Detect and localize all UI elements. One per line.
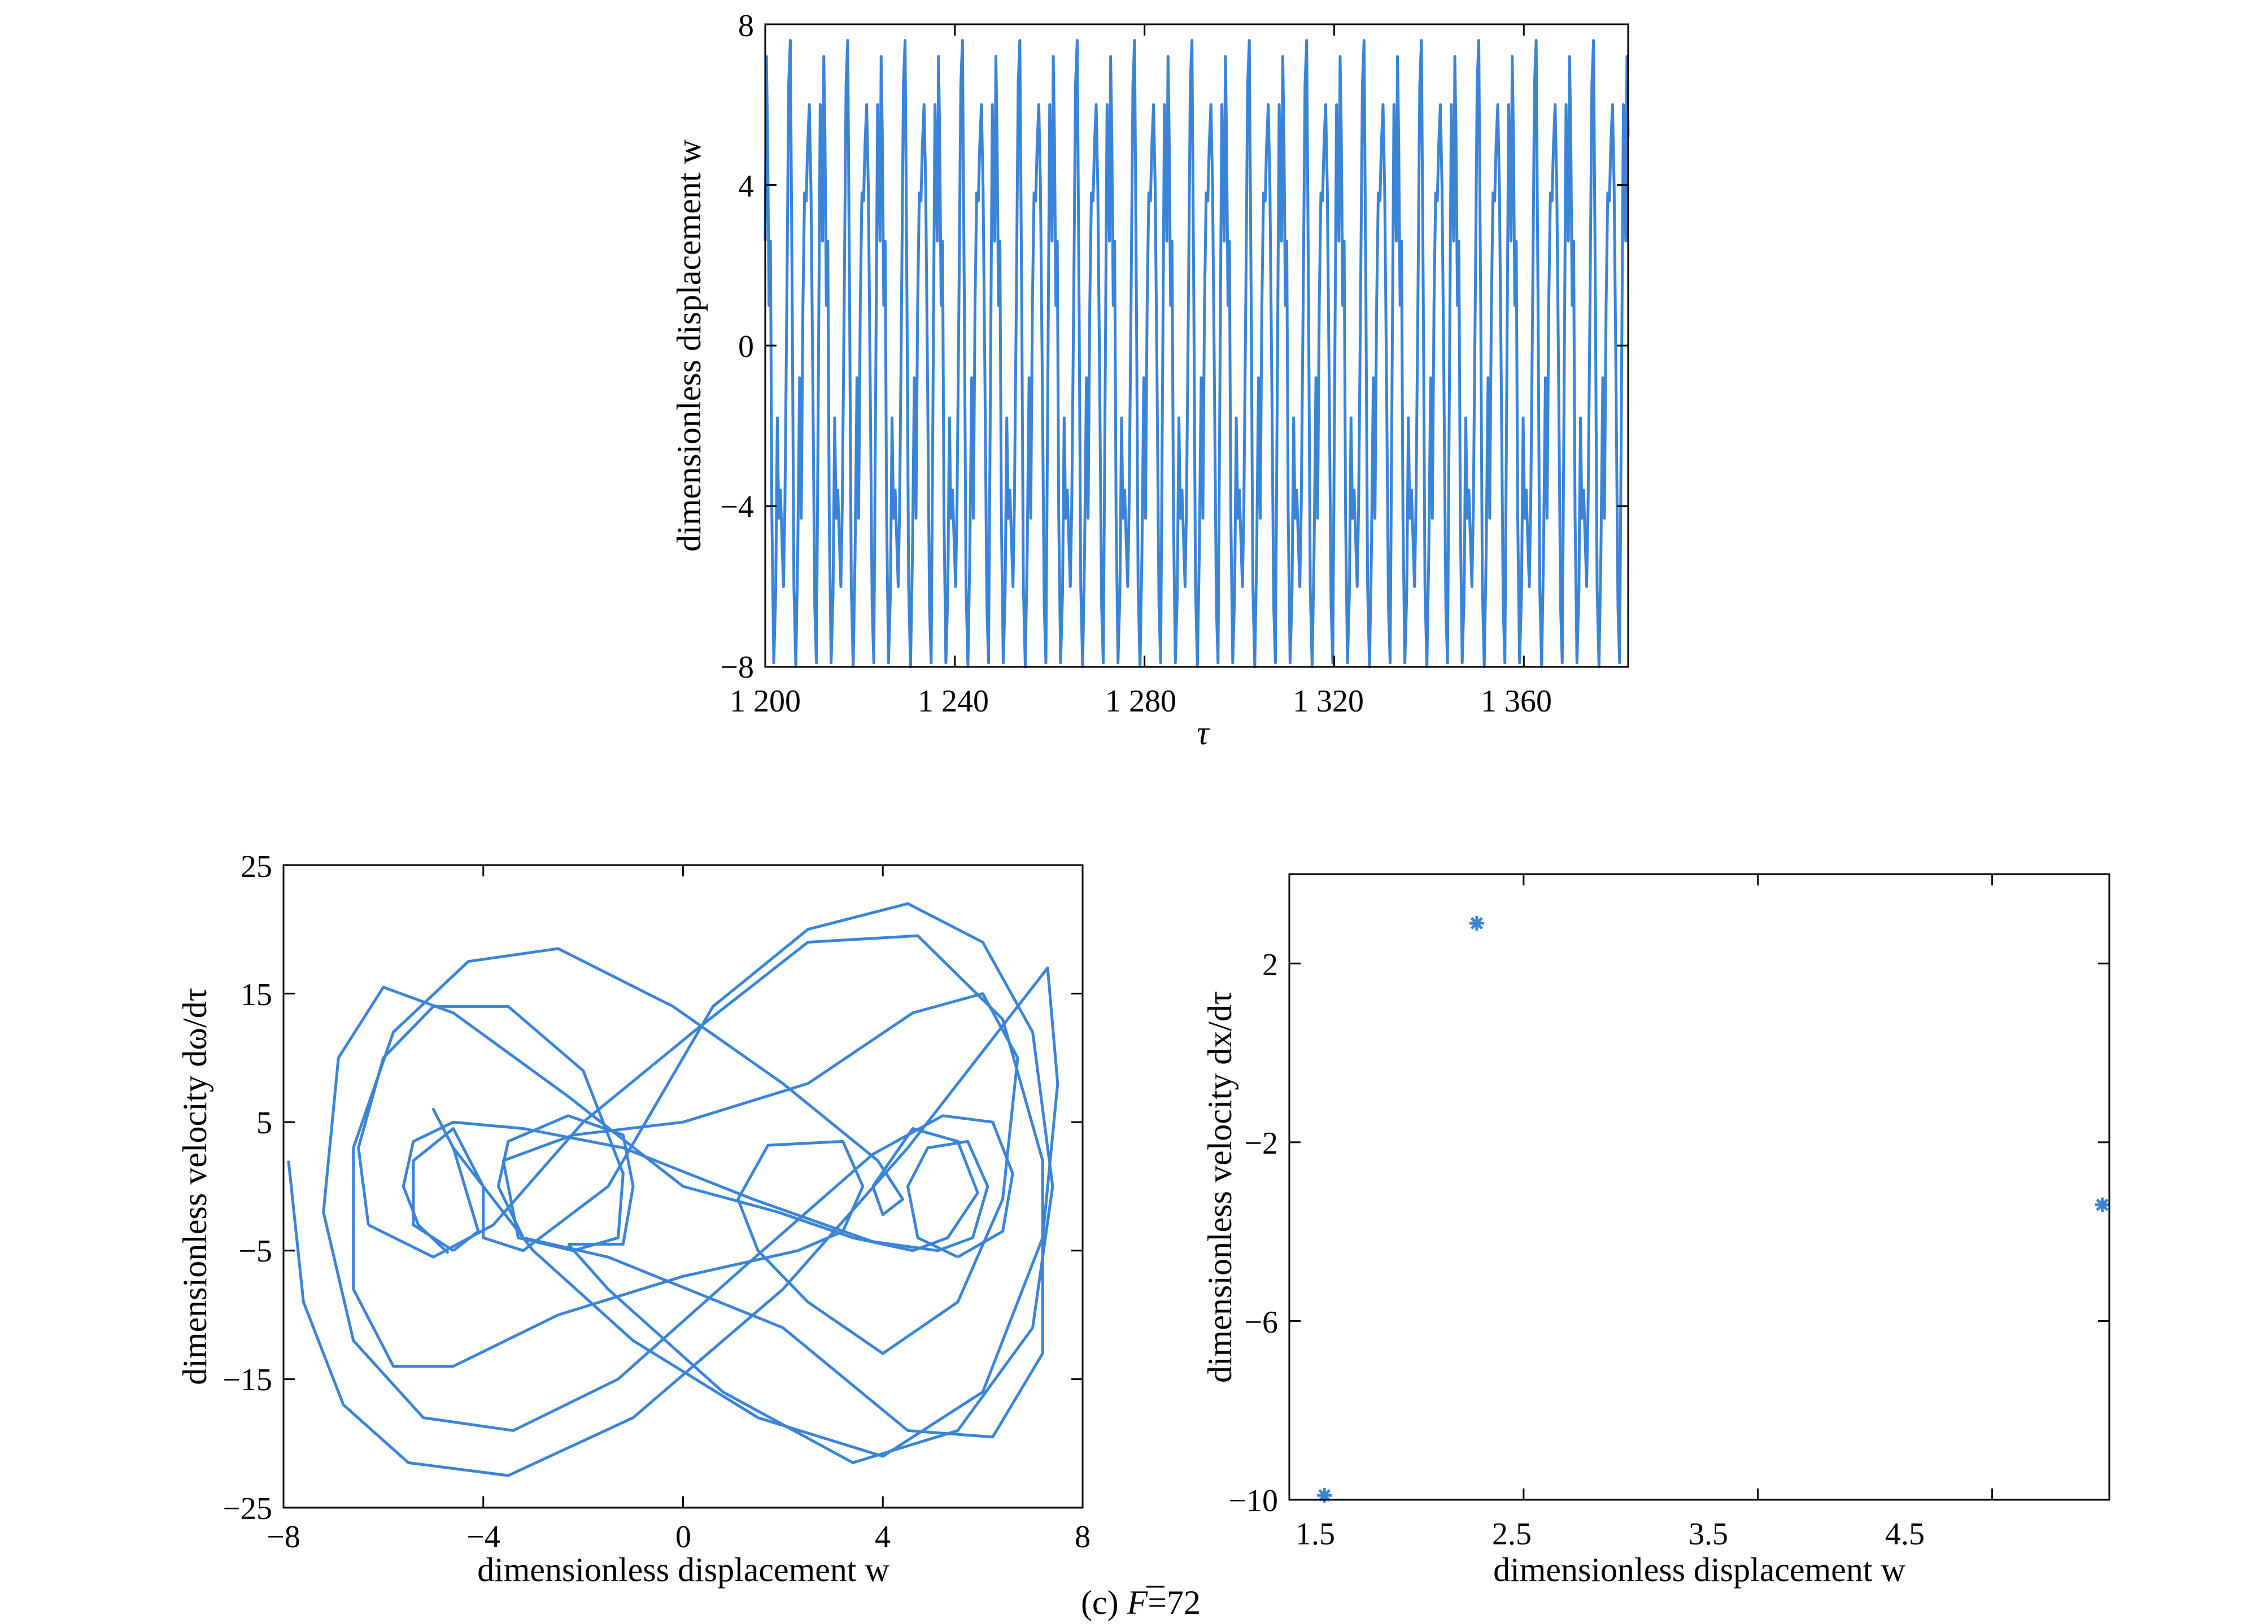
poincare-map-ticks [1288, 874, 2109, 1501]
y-tick-label: −15 [223, 1363, 272, 1398]
x-tick-label: 8 [1075, 1520, 1091, 1555]
phase-trajectory-segment-2 [412, 902, 1054, 1464]
y-tick-label: −4 [720, 490, 754, 525]
phase-portrait-ticks [282, 864, 1084, 1509]
x-tick-label: 1 360 [1481, 684, 1552, 719]
y-axis-title: dimensionless displacement w [670, 139, 708, 552]
caption-prefix: (c) [1081, 1584, 1127, 1621]
y-tick-label: 8 [738, 8, 754, 43]
y-axis-title: dimensionless velocity dω/dτ [176, 988, 213, 1385]
x-tick-label: −8 [267, 1520, 300, 1555]
poincare-point-3 [2095, 1197, 2110, 1212]
y-tick-label: 4 [738, 169, 754, 204]
y-tick-label: 15 [241, 977, 272, 1012]
y-tick-label: −8 [720, 650, 754, 685]
y-tick-label: −25 [223, 1491, 272, 1526]
y-tick-label: 25 [241, 849, 272, 884]
x-axis-title: dimensionless displacement w [1493, 1551, 1906, 1588]
x-tick-label: 1.5 [1296, 1517, 1335, 1552]
phase-trajectory-segment-3 [368, 934, 1044, 1439]
x-tick-label: 1 200 [730, 684, 801, 719]
x-tick-label: 4 [875, 1520, 891, 1555]
y-tick-label: −6 [1244, 1305, 1278, 1340]
x-tick-label: 2.5 [1492, 1517, 1532, 1552]
time-history-ticks [764, 23, 1628, 668]
y-tick-label: −5 [238, 1234, 272, 1269]
time-history-chart: 1 200 1 240 1 280 1 320 1 360 −8 −4 0 4 … [670, 8, 1630, 752]
y-tick-label: 2 [1262, 948, 1278, 983]
x-tick-label: 0 [675, 1520, 691, 1555]
time-history-series [764, 38, 1630, 669]
phase-trajectory-segment-4 [357, 992, 1019, 1355]
displacement-time-series-line [764, 38, 1630, 669]
x-tick-label: 3.5 [1689, 1517, 1728, 1552]
caption-variable: F [1127, 1584, 1149, 1621]
y-tick-label: −10 [1228, 1483, 1278, 1518]
x-tick-label: 1 280 [1105, 684, 1176, 719]
poincare-point-2 [1469, 916, 1484, 931]
y-tick-label: 5 [256, 1106, 272, 1141]
poincare-map-chart: 1.5 2.5 3.5 4.5 −10 −6 −2 2 dimensionles… [1201, 873, 2110, 1588]
x-tick-label: 1 320 [1293, 684, 1364, 719]
phase-portrait-chart: −8 −4 0 4 8 −25 −15 −5 5 15 25 dimension… [176, 849, 1091, 1588]
x-tick-label: −4 [466, 1520, 500, 1555]
y-tick-label: 0 [738, 329, 754, 364]
x-tick-label: 1 240 [918, 684, 989, 719]
phase-trajectory-segment-7 [402, 1120, 989, 1259]
phase-trajectory-segment-1 [287, 966, 1059, 1477]
caption-value: =72 [1148, 1584, 1201, 1621]
x-tick-label: 4.5 [1885, 1517, 1925, 1552]
x-axis-title: dimensionless displacement w [477, 1551, 890, 1588]
figure-caption: (c) F=72 [1081, 1584, 1201, 1621]
phase-trajectory-segment-5 [352, 947, 905, 1368]
phase-trajectory-segment-6 [322, 985, 1014, 1432]
poincare-map-plot-frame [1288, 873, 2110, 1501]
poincare-map-points [1317, 916, 2110, 1503]
y-axis-title: dimensionless velocity dx/dτ [1201, 991, 1238, 1383]
y-tick-label: −2 [1244, 1126, 1278, 1161]
x-axis-title: τ [1197, 714, 1210, 752]
phase-portrait-series [287, 902, 1059, 1477]
